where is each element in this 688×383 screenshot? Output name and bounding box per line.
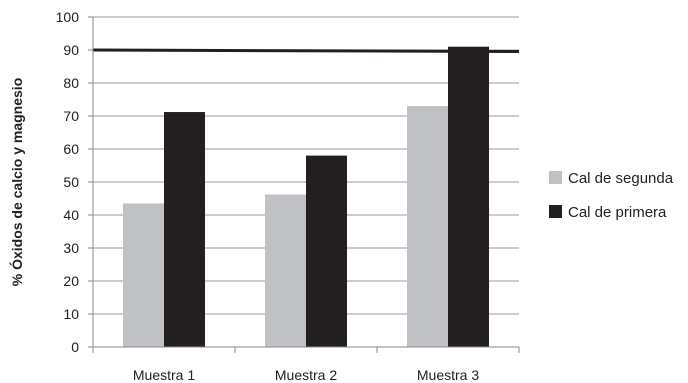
y-tick-label: 70 [63,108,79,124]
y-tick-label: 30 [63,240,79,256]
y-tick-label: 90 [63,42,79,58]
reference-line-90 [92,48,520,53]
y-tick-label: 50 [63,174,79,190]
legend-swatch [549,205,562,218]
bars [123,46,489,347]
y-tick-labels: 0 10 20 30 40 50 60 70 80 90 100 [56,9,80,355]
bar [265,194,306,347]
bar [306,155,347,347]
legend-label: Cal de segunda [568,170,674,187]
axes [88,16,520,353]
reference-line [92,48,520,53]
bar [448,46,489,347]
x-tick-label: Muestra 2 [275,367,337,383]
y-tick-label: 60 [63,141,79,157]
y-tick-label: 0 [71,339,79,355]
legend-swatch [549,171,562,184]
legend-label: Cal de primera [568,204,667,221]
x-tick-label: Muestra 3 [417,367,479,383]
bar [164,112,205,347]
y-tick-label: 10 [63,306,79,322]
x-tick-label: Muestra 1 [133,367,195,383]
y-tick-label: 80 [63,75,79,91]
y-tick-label: 40 [63,207,79,223]
legend: Cal de segunda Cal de primera [549,170,674,221]
bar [123,203,164,347]
y-tick-label: 100 [56,9,80,25]
bar [407,106,448,347]
x-tick-labels: Muestra 1 Muestra 2 Muestra 3 [133,367,479,383]
y-axis-title: % Óxidos de calcio y magnesio [8,78,25,287]
y-tick-label: 20 [63,273,79,289]
